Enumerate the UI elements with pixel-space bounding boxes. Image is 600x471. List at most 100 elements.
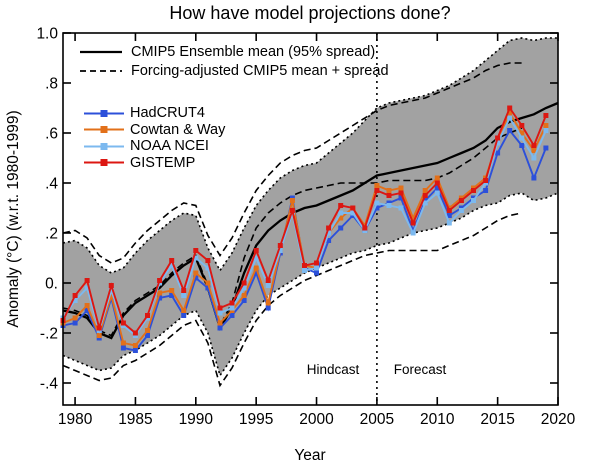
series-marker-gistemp <box>398 190 404 196</box>
series-marker-hadcrut4 <box>217 325 223 331</box>
series-marker-cowtan-way <box>434 175 440 181</box>
cmip5-ensemble-mean-line <box>62 101 559 340</box>
gistemp-line-sample-icon <box>84 159 124 167</box>
series-marker-gistemp <box>410 220 416 226</box>
series-marker-gistemp <box>302 263 307 268</box>
series-marker-cowtan-way <box>410 215 416 221</box>
series-marker-noaa-ncei <box>458 208 464 213</box>
series-marker-noaa-ncei <box>446 220 452 226</box>
series-marker-hadcrut4 <box>253 270 259 276</box>
series-marker-cowtan-way <box>265 300 271 306</box>
y-tick-label-.8: .8 <box>45 76 58 93</box>
series-marker-cowtan-way <box>398 185 404 191</box>
series-marker-cowtan-way <box>338 215 344 221</box>
forcing-adjusted-upper-line <box>62 62 522 264</box>
y-axis-title: Anomaly (°C) (w.r.t. 1980-1999) <box>5 110 22 328</box>
series-marker-gistemp <box>422 193 428 198</box>
series-marker-gistemp <box>350 205 356 211</box>
series-marker-noaa-ncei <box>277 248 283 253</box>
legend-label-cmip5-mean: CMIP5 Ensemble mean (95% spread) <box>131 43 376 60</box>
series-marker-gistemp <box>434 180 440 186</box>
hindcast-label: Hindcast <box>306 362 360 377</box>
series-marker-hadcrut4 <box>181 313 187 318</box>
y-tick-label-0.: 0. <box>45 276 58 293</box>
series-marker-gistemp <box>157 278 163 283</box>
series-marker-hadcrut4 <box>241 298 247 303</box>
obs-legend: HadCRUT4 Cowtan & Way NOAA NCEI GISTEMP <box>84 105 225 171</box>
series-marker-gistemp <box>519 123 525 128</box>
series-marker-hadcrut4 <box>205 285 211 291</box>
series-marker-gistemp <box>338 203 344 208</box>
series-marker-gistemp <box>446 208 452 213</box>
series-marker-noaa-ncei <box>181 293 187 298</box>
series-marker-cowtan-way <box>543 123 549 128</box>
series-marker-gistemp <box>326 225 332 231</box>
cowtan-way-line-sample-icon <box>84 126 124 134</box>
series-marker-noaa-ncei <box>531 155 537 161</box>
forcing-adjusted-lower-line <box>62 212 522 388</box>
series-marker-noaa-ncei <box>265 283 271 288</box>
series-marker-gistemp <box>265 278 271 283</box>
series-marker-hadcrut4 <box>229 313 235 318</box>
series-marker-gistemp <box>507 105 513 111</box>
series-marker-hadcrut4 <box>507 128 513 133</box>
y-tick-label-1.0: 1.0 <box>36 26 58 43</box>
legend-label-gistemp: GISTEMP <box>130 154 196 171</box>
legend-label-hadcrut4: HadCRUT4 <box>130 105 205 122</box>
model-legend: CMIP5 Ensemble mean (95% spread) Forcing… <box>78 42 389 80</box>
series-marker-gistemp <box>169 258 175 263</box>
series-marker-gistemp <box>181 288 187 293</box>
y-tick-label-.6: .6 <box>45 126 58 143</box>
series-marker-noaa-ncei <box>386 203 392 208</box>
series-marker-gistemp <box>193 248 199 253</box>
series-marker-cowtan-way <box>145 328 150 333</box>
series-marker-gistemp <box>229 300 235 306</box>
series-marker-gistemp <box>374 188 380 193</box>
series-marker-hadcrut4 <box>398 195 404 201</box>
series-marker-cowtan-way <box>181 308 187 313</box>
series-marker-cowtan-way <box>507 110 513 116</box>
series-marker-gistemp <box>145 313 150 318</box>
plot-border <box>62 32 559 406</box>
series-marker-noaa-ncei <box>229 305 235 311</box>
series-marker-cowtan-way <box>374 183 380 188</box>
series-marker-noaa-ncei <box>314 265 319 271</box>
series-marker-cowtan-way <box>84 303 90 308</box>
series-marker-gistemp <box>253 248 259 253</box>
series-marker-gistemp <box>314 260 319 266</box>
x-tick-label-2020: 2020 <box>541 411 576 428</box>
series-marker-hadcrut4 <box>314 270 319 276</box>
series-marker-noaa-ncei <box>326 230 332 236</box>
series-marker-hadcrut4 <box>446 213 452 218</box>
series-marker-hadcrut4 <box>519 143 525 148</box>
series-marker-cowtan-way <box>205 280 211 286</box>
noaa-ncei-line-sample-icon <box>84 142 124 150</box>
y-tick-label-.4: .4 <box>45 176 58 193</box>
series-marker-cowtan-way <box>157 290 163 296</box>
series-marker-cowtan-way <box>386 188 392 193</box>
series-marker-cowtan-way <box>120 340 126 346</box>
series-marker-gistemp <box>96 325 102 331</box>
legend-label-noaa-ncei: NOAA NCEI <box>130 138 209 155</box>
series-marker-noaa-ncei <box>507 115 513 121</box>
series-marker-noaa-ncei <box>410 230 416 236</box>
series-marker-cowtan-way <box>253 265 259 271</box>
x-tick-label-2000: 2000 <box>299 411 334 428</box>
legend-label-cowtan-way: Cowtan & Way <box>130 121 226 138</box>
legend-item-cowtan-way: Cowtan & Way <box>84 122 225 139</box>
series-marker-cowtan-way <box>519 130 525 136</box>
series-marker-noaa-ncei <box>519 135 525 141</box>
y-tick-label--.4: -.4 <box>40 376 58 393</box>
series-marker-hadcrut4 <box>495 150 501 156</box>
y-tick-label-.2: .2 <box>45 226 58 243</box>
series-marker-hadcrut4 <box>169 293 175 298</box>
series-marker-noaa-ncei <box>253 255 259 261</box>
series-marker-cowtan-way <box>531 148 537 153</box>
series-marker-noaa-ncei <box>193 255 199 261</box>
legend-item-forcing-adjusted: Forcing-adjusted CMIP5 mean + spread <box>78 61 389 80</box>
series-marker-noaa-ncei <box>350 210 356 216</box>
series-marker-cowtan-way <box>169 288 175 293</box>
y-tick-label--.2: -.2 <box>40 326 58 343</box>
series-marker-noaa-ncei <box>398 205 404 211</box>
legend-item-cmip5-mean: CMIP5 Ensemble mean (95% spread) <box>78 42 389 61</box>
